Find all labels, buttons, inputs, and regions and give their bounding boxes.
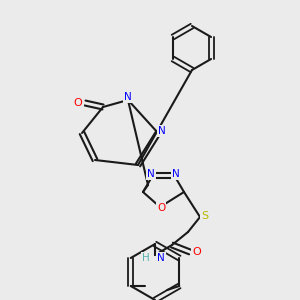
Text: N: N — [147, 169, 155, 179]
Text: N: N — [157, 253, 165, 263]
Text: O: O — [157, 203, 165, 213]
Text: O: O — [193, 247, 201, 257]
Text: N: N — [172, 169, 180, 179]
Text: N: N — [158, 126, 166, 136]
Text: O: O — [74, 98, 82, 108]
Text: N: N — [124, 92, 132, 102]
Text: S: S — [201, 211, 208, 221]
Text: H: H — [142, 253, 150, 263]
